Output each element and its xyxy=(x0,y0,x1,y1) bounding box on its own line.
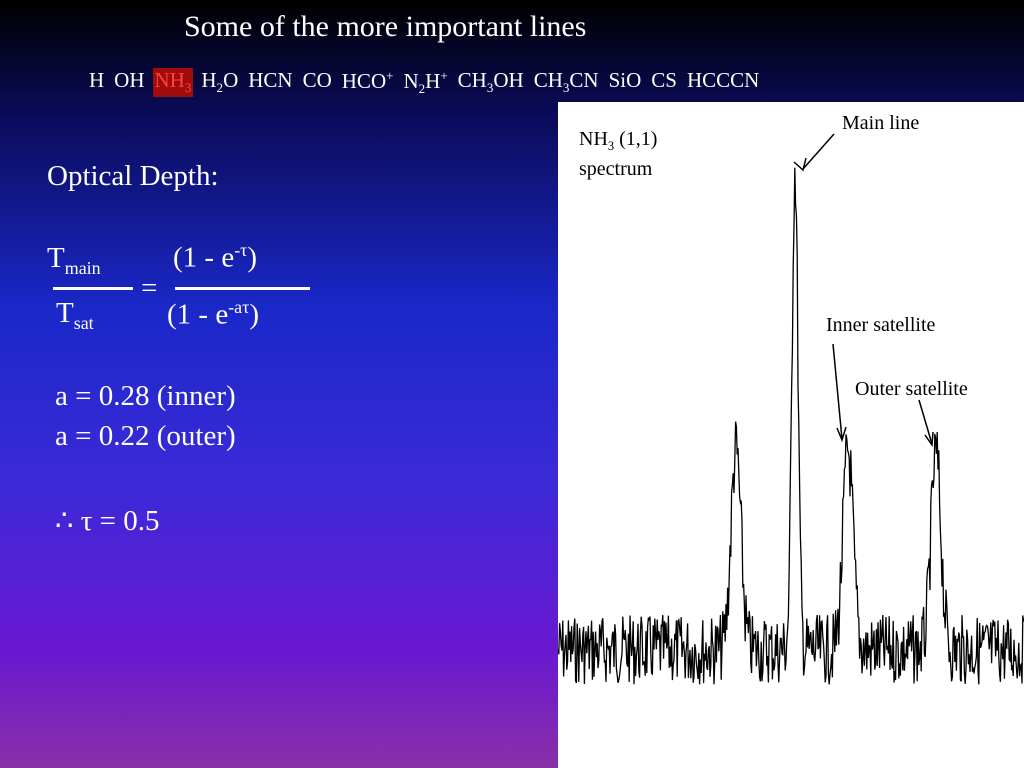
molecule: HCO+ xyxy=(340,68,396,97)
equation-part: Tsat xyxy=(56,297,94,334)
text: H xyxy=(201,68,217,92)
title: Some of the more important lines xyxy=(184,10,587,43)
text: 2 xyxy=(418,81,426,97)
arrow-head xyxy=(924,431,934,448)
equals: = xyxy=(141,272,158,304)
text: CH xyxy=(457,68,487,92)
text: H xyxy=(425,69,441,93)
text-line: ∴ τ = 0.5 xyxy=(55,505,160,537)
equation-part: Tmain xyxy=(47,242,101,279)
text: HCCCN xyxy=(686,68,760,92)
arrow-head xyxy=(836,426,847,443)
caption: NH3 (1,1) xyxy=(579,128,657,154)
molecule[interactable]: NH3 xyxy=(152,68,194,98)
spectrum-trace xyxy=(557,167,1024,685)
equation-part: (1 - e-τ) xyxy=(173,240,257,275)
text: sat xyxy=(73,312,94,333)
text: (1 - e xyxy=(173,241,235,274)
text-line: a = 0.28 (inner) xyxy=(55,380,236,412)
text: NH xyxy=(154,68,185,92)
arrow xyxy=(918,399,933,445)
text: N xyxy=(403,69,419,93)
text: + xyxy=(386,68,394,83)
text: CO xyxy=(302,68,332,92)
text: -τ xyxy=(234,240,248,260)
text: 3 xyxy=(486,80,494,96)
text: OH xyxy=(114,68,145,92)
label: Outer satellite xyxy=(855,378,968,400)
text: SiO xyxy=(608,68,642,92)
molecule: CS xyxy=(649,68,679,97)
text: 3 xyxy=(607,139,615,153)
text: (1 - e xyxy=(167,298,229,331)
molecule: H2O xyxy=(199,68,240,97)
spectrum-figure xyxy=(557,133,1024,685)
arrow xyxy=(832,343,843,440)
caption: spectrum xyxy=(579,158,653,180)
text: (1,1) xyxy=(614,128,658,150)
arrow xyxy=(802,133,835,170)
molecule: N2H+ xyxy=(401,68,449,97)
text: H xyxy=(89,68,105,92)
label: Main line xyxy=(842,112,920,134)
text: ) xyxy=(249,298,260,331)
text: OH xyxy=(493,68,524,92)
text: main xyxy=(64,257,101,278)
text: -aτ xyxy=(228,297,250,317)
text: CN xyxy=(569,68,599,92)
text-line: a = 0.22 (outer) xyxy=(55,420,236,452)
equation-part: (1 - e-aτ) xyxy=(167,297,259,332)
molecule: CH3OH xyxy=(456,68,526,97)
text: T xyxy=(56,297,74,329)
fraction-bar xyxy=(53,287,133,290)
text: HCO xyxy=(341,69,387,93)
label: Inner satellite xyxy=(826,314,936,336)
spectrum-panel: NH3 (1,1) spectrum Main line Inner satel… xyxy=(557,102,1024,768)
text: CS xyxy=(651,68,677,92)
molecule: CO xyxy=(301,68,334,97)
molecule: HCN xyxy=(246,68,294,97)
molecule: H xyxy=(87,68,106,97)
molecule-list: H OH NH3 H2O HCN CO HCO+ N2H+ CH3OH CH3C… xyxy=(87,68,761,98)
text: 2 xyxy=(216,80,224,96)
text: ) xyxy=(247,241,258,274)
text: CH xyxy=(533,68,563,92)
text: O xyxy=(223,68,239,92)
text: HCN xyxy=(248,68,293,92)
molecule: CH3CN xyxy=(532,68,601,97)
heading: Optical Depth: xyxy=(47,160,219,192)
text: T xyxy=(47,242,65,274)
fraction-bar xyxy=(175,287,310,290)
arrows xyxy=(793,133,934,448)
text: + xyxy=(440,68,448,83)
arrow-head xyxy=(793,157,807,172)
text: NH xyxy=(579,128,608,150)
molecule: SiO xyxy=(607,68,644,97)
molecule: OH xyxy=(112,68,146,97)
molecule: HCCCN xyxy=(685,68,761,97)
text: 3 xyxy=(184,80,192,96)
text: 3 xyxy=(562,80,570,96)
